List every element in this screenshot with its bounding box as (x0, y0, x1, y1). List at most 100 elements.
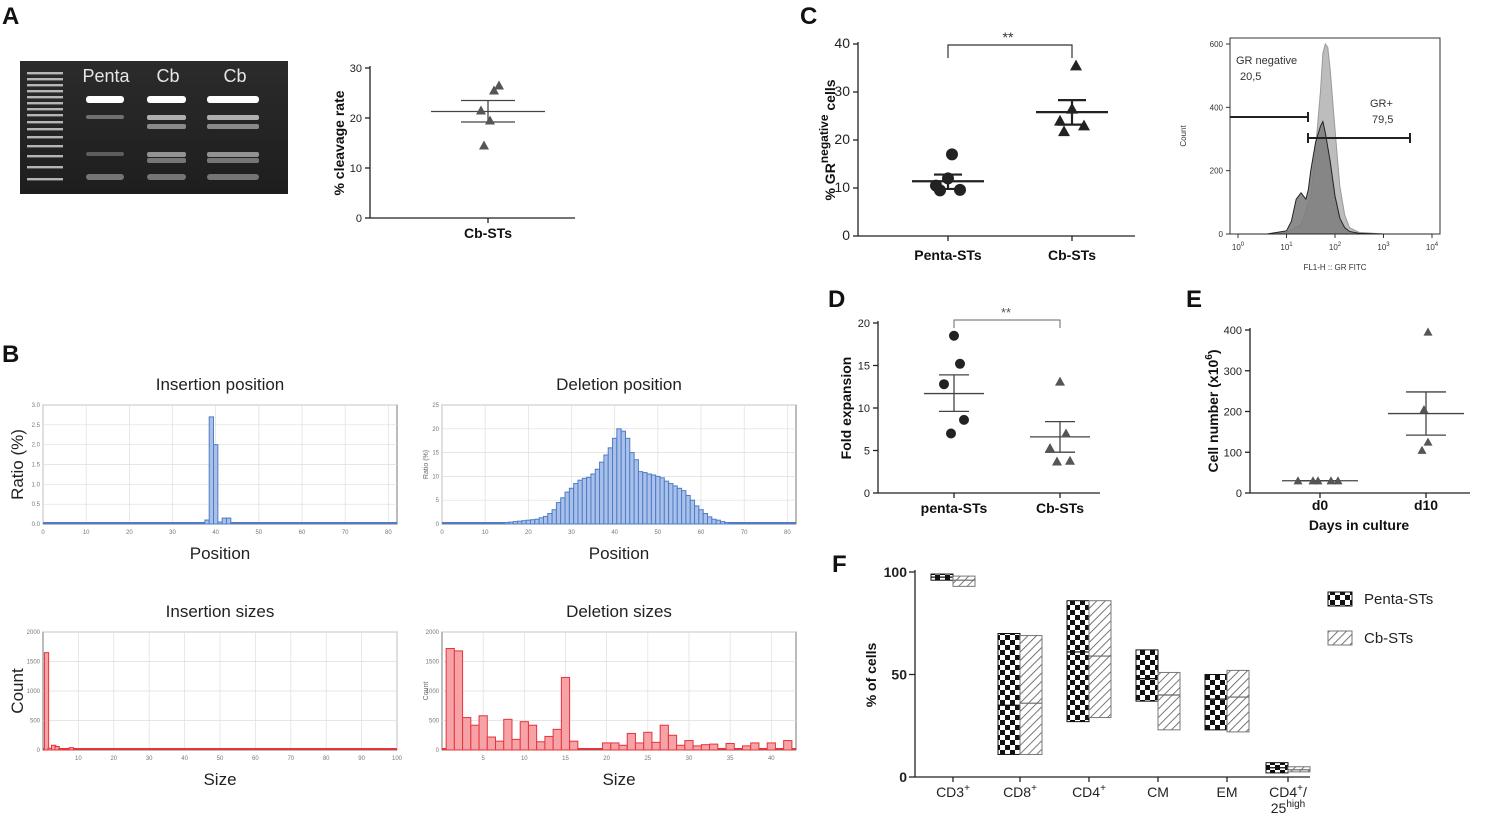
histogram-bar (551, 509, 557, 525)
x-tick-label: 80 (784, 530, 791, 536)
gel-bands (86, 96, 259, 180)
data-point-triangle (1055, 376, 1065, 386)
x-tick-label: 20 (525, 530, 532, 536)
legend-label: Penta-STs (1364, 591, 1433, 608)
histogram-bar (204, 519, 210, 525)
data-point-circle (942, 172, 954, 185)
histogram-bar (711, 518, 717, 525)
data-point-triangle (1293, 476, 1303, 485)
histogram-bar (555, 502, 562, 525)
y-tick-label: 0 (899, 769, 907, 785)
significance-stars: ** (1003, 29, 1014, 45)
gel-ladder-band (27, 90, 63, 93)
histogram-bar (542, 515, 549, 525)
y-axis-title: % cleavage rate (331, 90, 347, 195)
gel-ladder-band (27, 145, 63, 148)
histogram-bar (208, 416, 215, 525)
category-label-superscript: + (1100, 783, 1106, 794)
y-axis-title: Count (8, 668, 27, 714)
gel-ladder-band (27, 128, 63, 131)
data-point-triangle (494, 80, 504, 90)
category-label-line2: 25high (1271, 799, 1305, 816)
data-point-triangle (1061, 428, 1071, 438)
x-tick-label: 0 (440, 530, 444, 536)
x-axis-title: Position (190, 544, 250, 563)
category-label-part: CD4 (1269, 784, 1297, 800)
y-axis-title: % of cells (863, 643, 879, 708)
x-tick-label: 10 (482, 530, 489, 536)
y-tick-label: 1500 (27, 660, 41, 666)
chart-insertion-sizes: 0 500 1000 1500 2000 10 20 30 40 50 60 70 80 90 100 Ins… (8, 602, 403, 789)
x-tick-label: 0 (41, 530, 45, 536)
histogram-bar (534, 518, 540, 525)
x-tick-base: 10 (1280, 243, 1289, 252)
category-label-part: EM (1217, 784, 1238, 800)
x-tick-label: 15 (562, 756, 569, 762)
x-tick-label: 100 (1232, 242, 1245, 252)
x-tick-label: 104 (1426, 242, 1439, 252)
y-tick-label: 30 (350, 63, 362, 75)
histogram-bar (525, 519, 531, 525)
gel-ladder-band (27, 72, 63, 75)
histogram-bar (725, 743, 735, 751)
data-point-circle (949, 330, 959, 341)
y-axis-title-part: % GR (822, 163, 838, 200)
data-point-circle (946, 428, 956, 439)
gel-ladder (27, 72, 63, 181)
x-tick-label: 30 (169, 530, 176, 536)
x-tick-label: 50 (655, 530, 662, 536)
histogram-bar (519, 721, 529, 751)
y-tick-label: 0 (436, 522, 440, 528)
y-tick-label: 30 (834, 83, 850, 99)
histogram-bar (643, 731, 653, 751)
x-tick-exponent: 1 (1289, 242, 1293, 248)
gel-band-cleaved (147, 124, 186, 129)
gel-image: Penta Cb Cb (20, 61, 288, 194)
histogram-bar (612, 437, 618, 525)
category-label: CD8+ (1003, 783, 1037, 800)
histogram-bar (724, 522, 730, 525)
y-tick-label: 1000 (27, 689, 41, 695)
x-tick-label: 40 (212, 530, 219, 536)
histogram-bar (692, 745, 702, 751)
category-label-part: CD3 (936, 784, 964, 800)
category-label-superscript: + (964, 783, 970, 794)
y-tick-label: 100 (1224, 447, 1242, 459)
histogram-bar (521, 520, 527, 525)
y-tick-label: 0 (842, 227, 850, 243)
histogram-bar (577, 479, 583, 525)
x-tick-base: 10 (1329, 243, 1338, 252)
histogram-bar (225, 517, 232, 525)
x-tick-label: 100 (392, 756, 403, 762)
gel-band-cleaved (207, 115, 259, 120)
data-point-triangle (1313, 476, 1323, 485)
y-axis-title: Fold expansion (838, 357, 854, 460)
data-point-triangle (1052, 456, 1062, 466)
histogram-bar (618, 744, 628, 751)
gel-band-primer (86, 174, 124, 180)
category-label: Cb-STs (1036, 500, 1084, 516)
x-tick-base: 10 (1377, 243, 1386, 252)
x-tick-label: 102 (1329, 242, 1342, 252)
histogram-bar (569, 740, 579, 751)
histogram-bar (564, 491, 570, 525)
y-tick-label: 400 (1224, 325, 1242, 337)
data-point-triangle (1065, 455, 1075, 465)
gel-ladder-band (27, 78, 63, 81)
y-tick-label: 10 (834, 179, 850, 195)
gel-band-main (86, 96, 124, 103)
data-point-circle (959, 414, 969, 425)
histogram-bar (552, 728, 562, 751)
gel-ladder-band (27, 178, 63, 181)
legend-label: Cb-STs (1364, 630, 1413, 647)
x-tick-label: 35 (727, 756, 734, 762)
gel-band-cleaved (207, 124, 259, 129)
panel-label-c: C (800, 3, 817, 30)
category-label: Penta-STs (914, 247, 982, 263)
x-tick-label: 30 (568, 530, 575, 536)
histogram-bar (633, 459, 639, 525)
data-point-triangle (1417, 445, 1427, 454)
chart-title: Insertion sizes (166, 602, 275, 621)
y-tick-label: 1000 (426, 689, 440, 695)
x-tick-exponent: 0 (1241, 242, 1245, 248)
